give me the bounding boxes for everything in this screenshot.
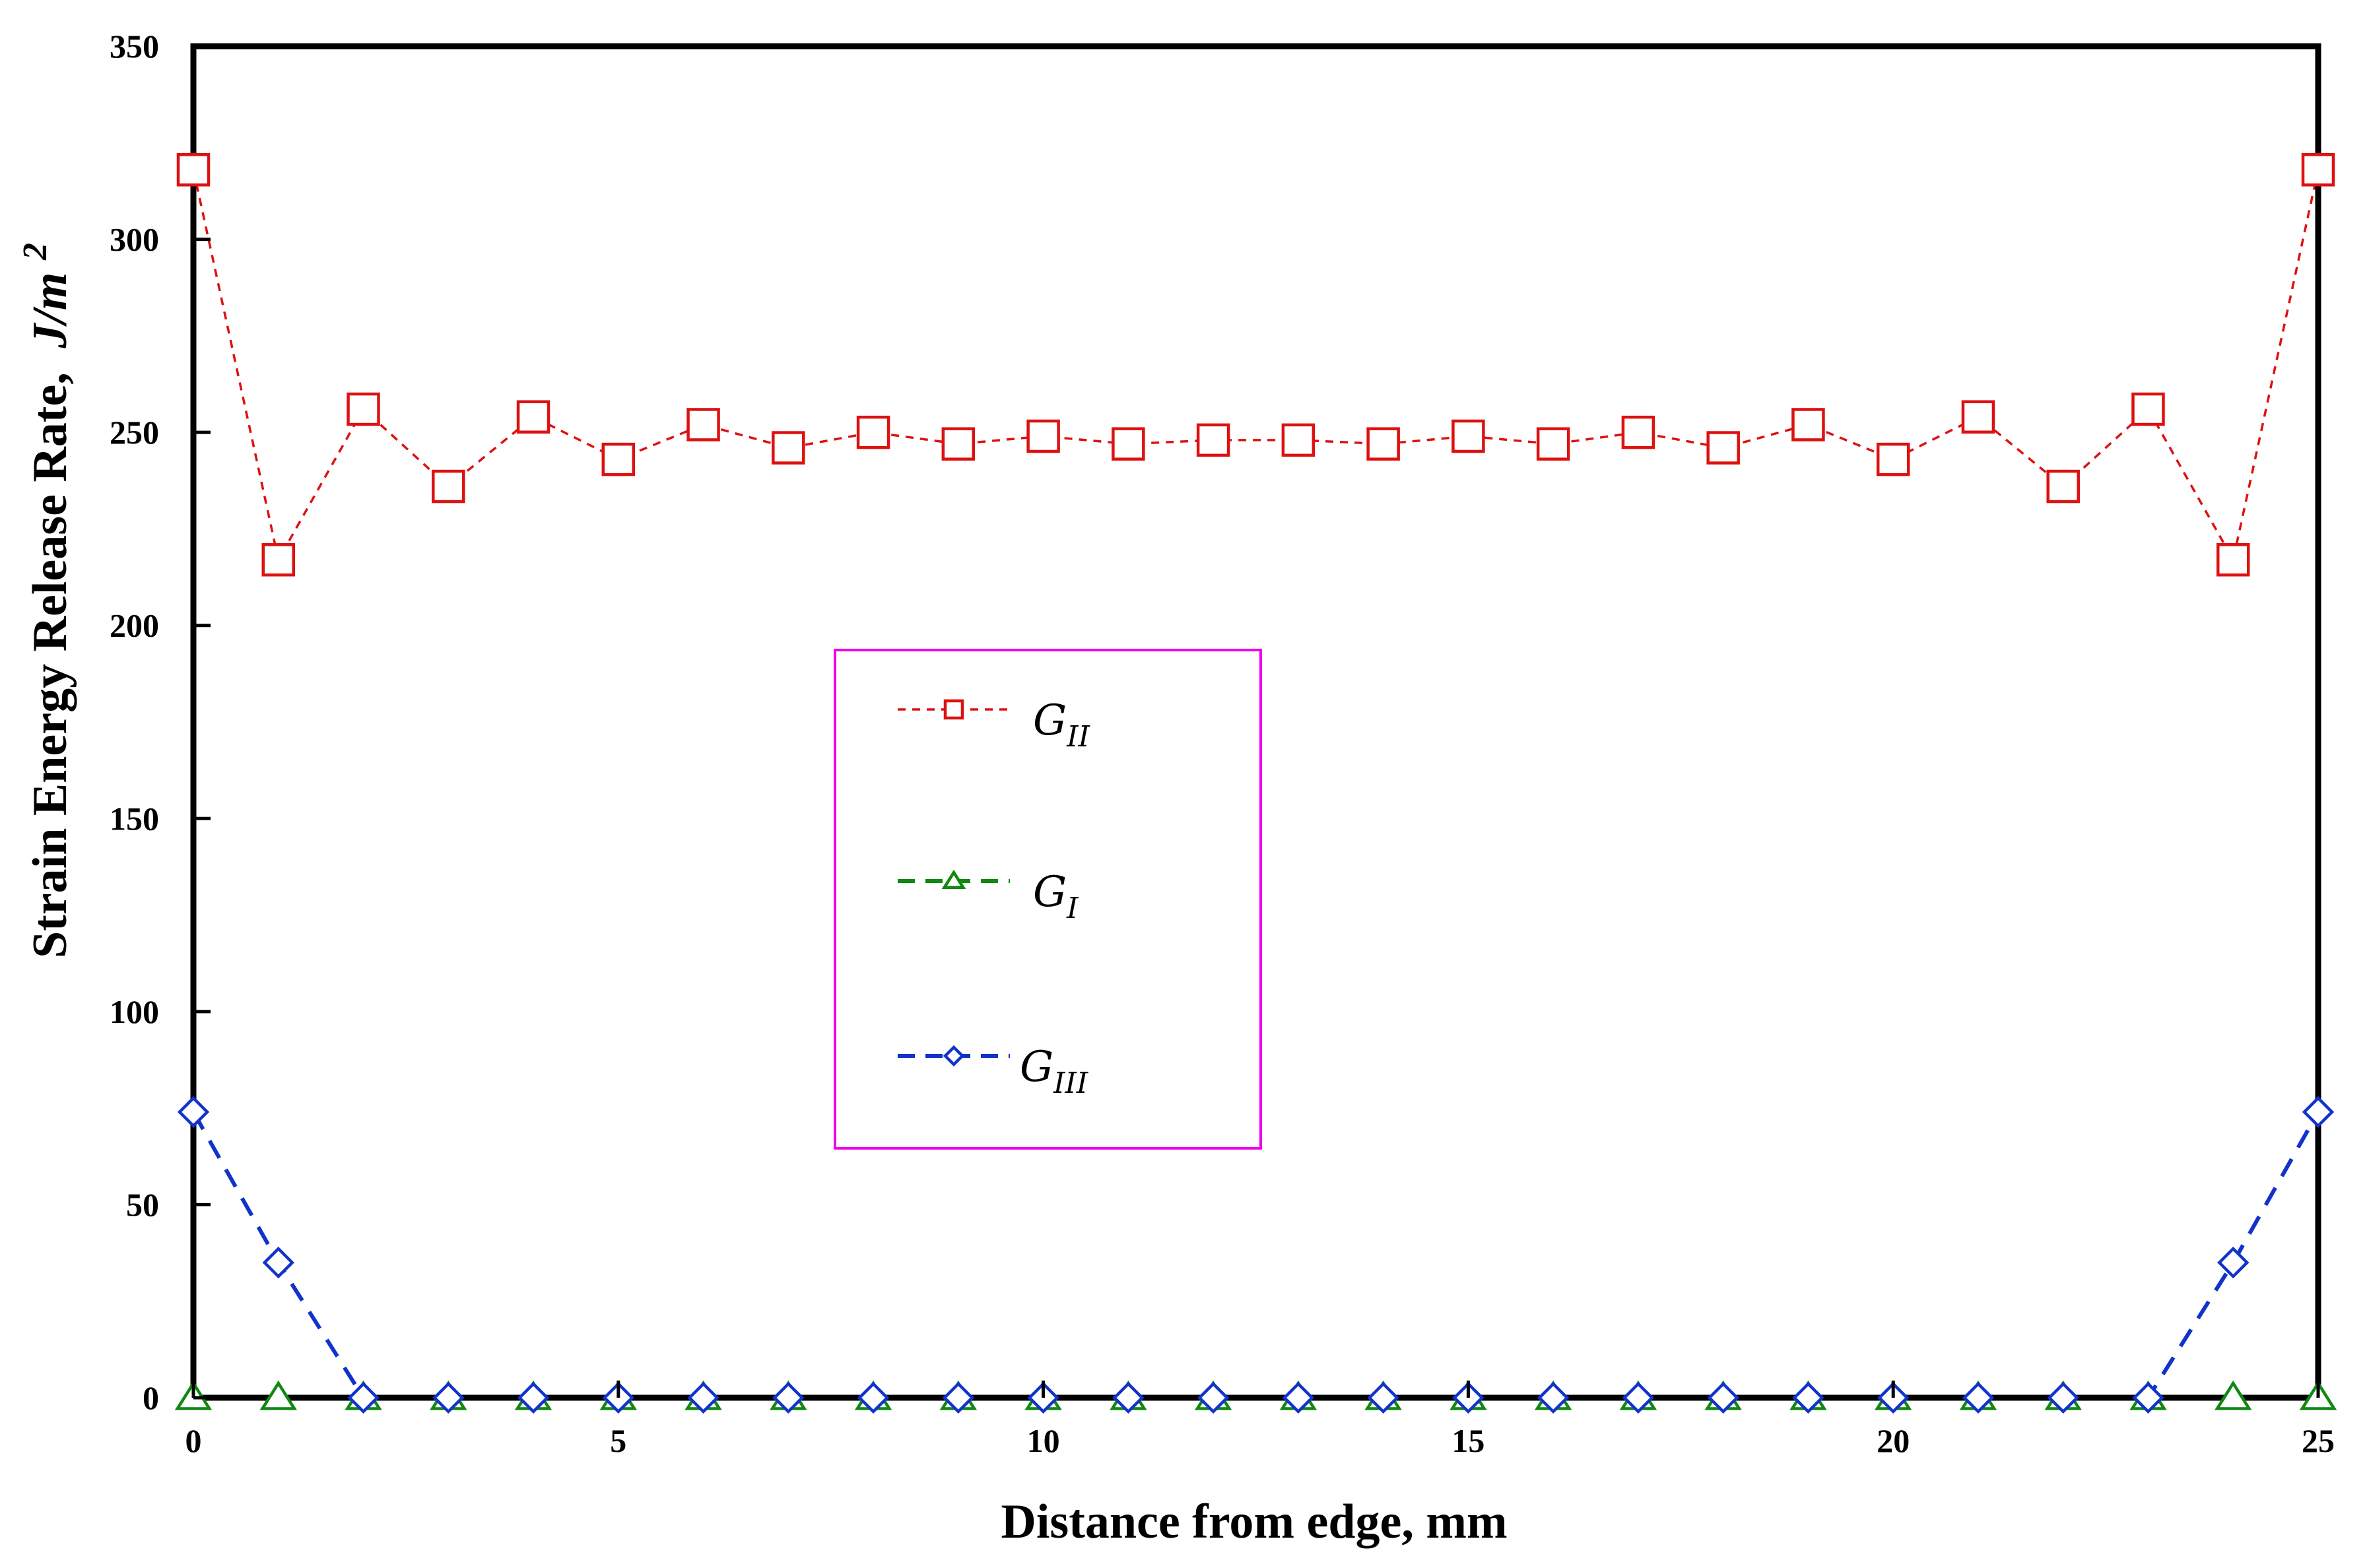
- y-tick-label: 50: [126, 1186, 159, 1223]
- plot-markers-group: [174, 152, 2337, 1414]
- data-point-G_III: [1197, 1381, 1230, 1414]
- data-point-G_II: [176, 152, 211, 187]
- data-point-G_II: [1876, 442, 1910, 476]
- legend-label-G_II: GII: [1033, 696, 1091, 754]
- data-point-G_I: [259, 1380, 298, 1410]
- legend-label-subscript: III: [1053, 1066, 1089, 1100]
- y-axis-unit: J/m: [23, 273, 77, 349]
- data-point-G_II: [347, 392, 380, 426]
- x-tick-label: 15: [1451, 1422, 1484, 1459]
- y-tick-label: 150: [110, 800, 159, 837]
- x-tick-label: 10: [1027, 1422, 1060, 1459]
- data-point-G_II: [686, 408, 720, 441]
- data-point-G_II: [1112, 427, 1145, 461]
- data-point-G_II: [432, 469, 465, 504]
- data-point-G_II: [2301, 152, 2335, 187]
- series-line-G_III: [191, 1111, 2320, 1400]
- legend-marker-G_I: [941, 869, 966, 889]
- y-axis-title-text: Strain Energy Release Rate,: [23, 372, 77, 958]
- legend-label-main: G: [1033, 696, 1067, 745]
- data-point-G_II: [1536, 427, 1570, 461]
- data-point-G_III: [1622, 1381, 1655, 1414]
- x-axis-title: Distance from edge, mm: [1001, 1495, 1507, 1549]
- data-point-G_III: [432, 1381, 465, 1414]
- data-point-G_II: [601, 442, 636, 476]
- data-point-G_III: [1962, 1381, 1995, 1414]
- data-point-G_III: [1537, 1381, 1570, 1414]
- data-point-G_III: [2047, 1381, 2079, 1414]
- data-point-G_II: [261, 542, 296, 577]
- data-point-G_III: [772, 1381, 805, 1414]
- data-point-G_III: [2302, 1095, 2335, 1128]
- data-point-G_II: [2131, 392, 2165, 426]
- y-tick-label: 200: [110, 607, 159, 644]
- data-point-G_II: [1961, 400, 1995, 434]
- legend-box: [834, 649, 1262, 1150]
- y-tick-label: 350: [110, 28, 159, 65]
- data-point-G_III: [2217, 1247, 2250, 1279]
- data-point-G_II: [2046, 469, 2080, 504]
- plot-frame: [190, 43, 2321, 1401]
- data-point-G_II: [516, 400, 550, 434]
- data-point-G_III: [262, 1247, 294, 1279]
- data-point-G_III: [177, 1095, 210, 1128]
- y-tick-label: 100: [110, 993, 159, 1030]
- y-tick-label: 250: [110, 414, 159, 451]
- legend-label-main: G: [1033, 868, 1067, 917]
- series-line-G_II: [192, 169, 2319, 564]
- legend-label-G_III: GIII: [1020, 1043, 1089, 1100]
- data-point-G_III: [1112, 1381, 1145, 1414]
- data-point-G_II: [2216, 542, 2250, 577]
- y-axis-unit-exponent: 2: [17, 243, 54, 261]
- data-point-G_II: [1026, 419, 1060, 453]
- data-point-G_III: [1792, 1381, 1824, 1414]
- data-point-G_III: [1367, 1381, 1399, 1414]
- legend-marker-G_III: [943, 1045, 965, 1067]
- x-tick-label: 0: [185, 1422, 202, 1459]
- data-point-G_III: [347, 1381, 380, 1414]
- y-tick-label: 0: [143, 1379, 159, 1416]
- data-point-G_II: [1791, 408, 1825, 441]
- plot-area-border: [190, 43, 2321, 1401]
- legend-label-subscript: I: [1066, 892, 1079, 925]
- data-point-G_II: [772, 431, 805, 465]
- data-point-G_I: [2214, 1380, 2252, 1410]
- data-point-G_III: [942, 1381, 975, 1414]
- data-point-G_II: [1706, 431, 1740, 465]
- data-point-G_III: [517, 1381, 550, 1414]
- data-point-G_III: [687, 1381, 719, 1414]
- data-point-G_II: [1451, 419, 1485, 453]
- legend-marker-G_II: [943, 699, 964, 720]
- data-point-G_II: [1366, 427, 1400, 461]
- data-point-G_III: [1707, 1381, 1739, 1414]
- data-point-G_III: [1282, 1381, 1315, 1414]
- data-point-G_III: [857, 1381, 890, 1414]
- legend-label-subscript: II: [1066, 720, 1090, 754]
- data-point-G_II: [856, 415, 890, 449]
- data-point-G_II: [1621, 415, 1655, 449]
- data-point-G_II: [1281, 423, 1316, 457]
- x-tick-label: 25: [2302, 1422, 2335, 1459]
- data-point-G_II: [941, 427, 976, 461]
- y-axis-title: Strain Energy Release Rate, J/m 2: [17, 243, 77, 958]
- data-point-G_III: [2132, 1381, 2164, 1414]
- x-tick-label: 5: [610, 1422, 626, 1459]
- data-point-G_II: [1196, 423, 1230, 457]
- x-tick-label: 20: [1877, 1422, 1910, 1459]
- legend-label-G_I: GI: [1033, 868, 1079, 925]
- legend-label-main: G: [1020, 1043, 1053, 1092]
- y-tick-label: 300: [110, 221, 159, 258]
